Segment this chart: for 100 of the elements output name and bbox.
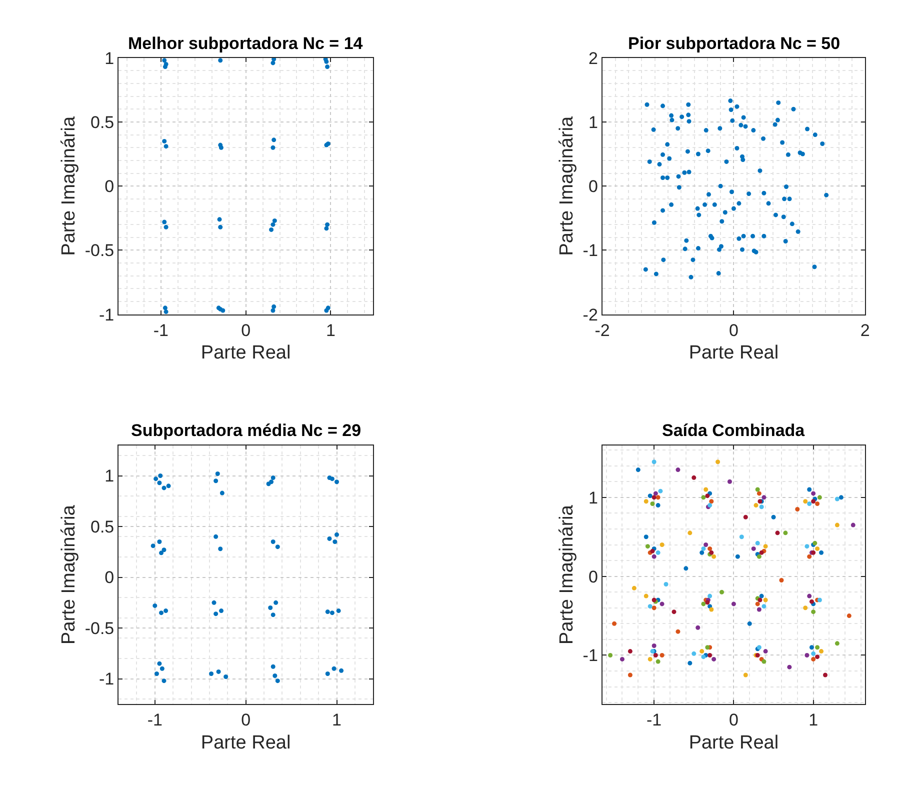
point [759,550,764,555]
point [216,669,221,674]
point [763,544,768,549]
point [218,145,224,150]
point [270,664,276,669]
point [275,544,280,550]
point [652,644,656,648]
point [763,598,768,602]
x-tick-label: 0 [241,710,251,730]
point [154,476,158,482]
point [648,494,652,498]
point [272,218,277,223]
point [157,480,162,486]
chart-title: Subportadora média Nc = 29 [131,421,362,440]
point [270,308,276,313]
point [815,501,820,506]
point [224,674,228,680]
point [795,506,800,512]
y-tick-label: 0 [588,177,598,196]
point [653,491,658,496]
point [701,495,706,500]
point [804,652,810,658]
point [274,600,278,605]
chart-title: Saída Combinada [662,421,806,440]
point [846,614,852,618]
point [807,594,812,598]
point [705,600,710,605]
point [162,306,168,310]
point [162,138,167,144]
point [676,468,680,472]
point [217,217,222,222]
point [709,499,714,504]
point [838,495,844,500]
point [164,310,168,314]
y-axis-title: Parte Imaginária [58,504,80,644]
point [803,499,808,504]
point [708,546,712,551]
point [700,550,704,555]
point [807,554,812,559]
point [684,566,688,571]
point [648,656,652,662]
point [709,607,714,612]
y-tick-label: -1 [582,241,598,260]
point [162,64,168,70]
point [692,651,696,656]
point [731,602,736,606]
point [334,480,339,484]
point [660,652,664,658]
point [819,649,824,654]
point [804,544,810,549]
point [756,554,762,559]
point [214,478,218,484]
point [756,607,762,612]
point [270,540,276,544]
point [325,64,330,70]
point [162,220,167,224]
point [152,603,158,608]
y-tick-label: -1 [99,670,114,689]
y-axis-title: Parte Imaginária [556,116,578,256]
point [164,224,168,230]
x-tick-label: -1 [147,710,162,730]
point [339,668,344,673]
chart-title: Pior subportadora Nc = 50 [628,34,840,53]
point [272,138,276,142]
point [787,664,792,670]
point [327,536,332,541]
point [743,514,748,520]
point [762,604,766,609]
y-tick-label: 0.5 [90,517,114,536]
x-axis-title: Parte Real [200,732,291,754]
point [636,468,640,472]
point [708,604,712,609]
point [272,674,278,678]
point [270,222,276,227]
point [811,491,816,496]
x-tick-label: 1 [808,710,818,730]
y-tick-label: 1 [104,466,114,486]
point [712,554,716,559]
x-axis-title: Parte Real [688,342,779,364]
point [676,629,680,634]
point [834,641,840,646]
y-tick-label: -1 [99,305,114,324]
point [158,474,163,478]
point [688,530,692,536]
point [811,651,816,656]
point [701,602,706,606]
point [648,604,652,609]
point [819,550,824,555]
y-tick-label: 1 [588,488,598,508]
point [817,495,822,500]
point [807,501,812,506]
point [652,495,656,500]
point [783,530,788,536]
point [154,671,159,676]
point [332,666,336,671]
point [704,487,708,492]
point [688,660,692,666]
point [850,522,856,528]
point [704,542,708,548]
point [219,608,224,614]
